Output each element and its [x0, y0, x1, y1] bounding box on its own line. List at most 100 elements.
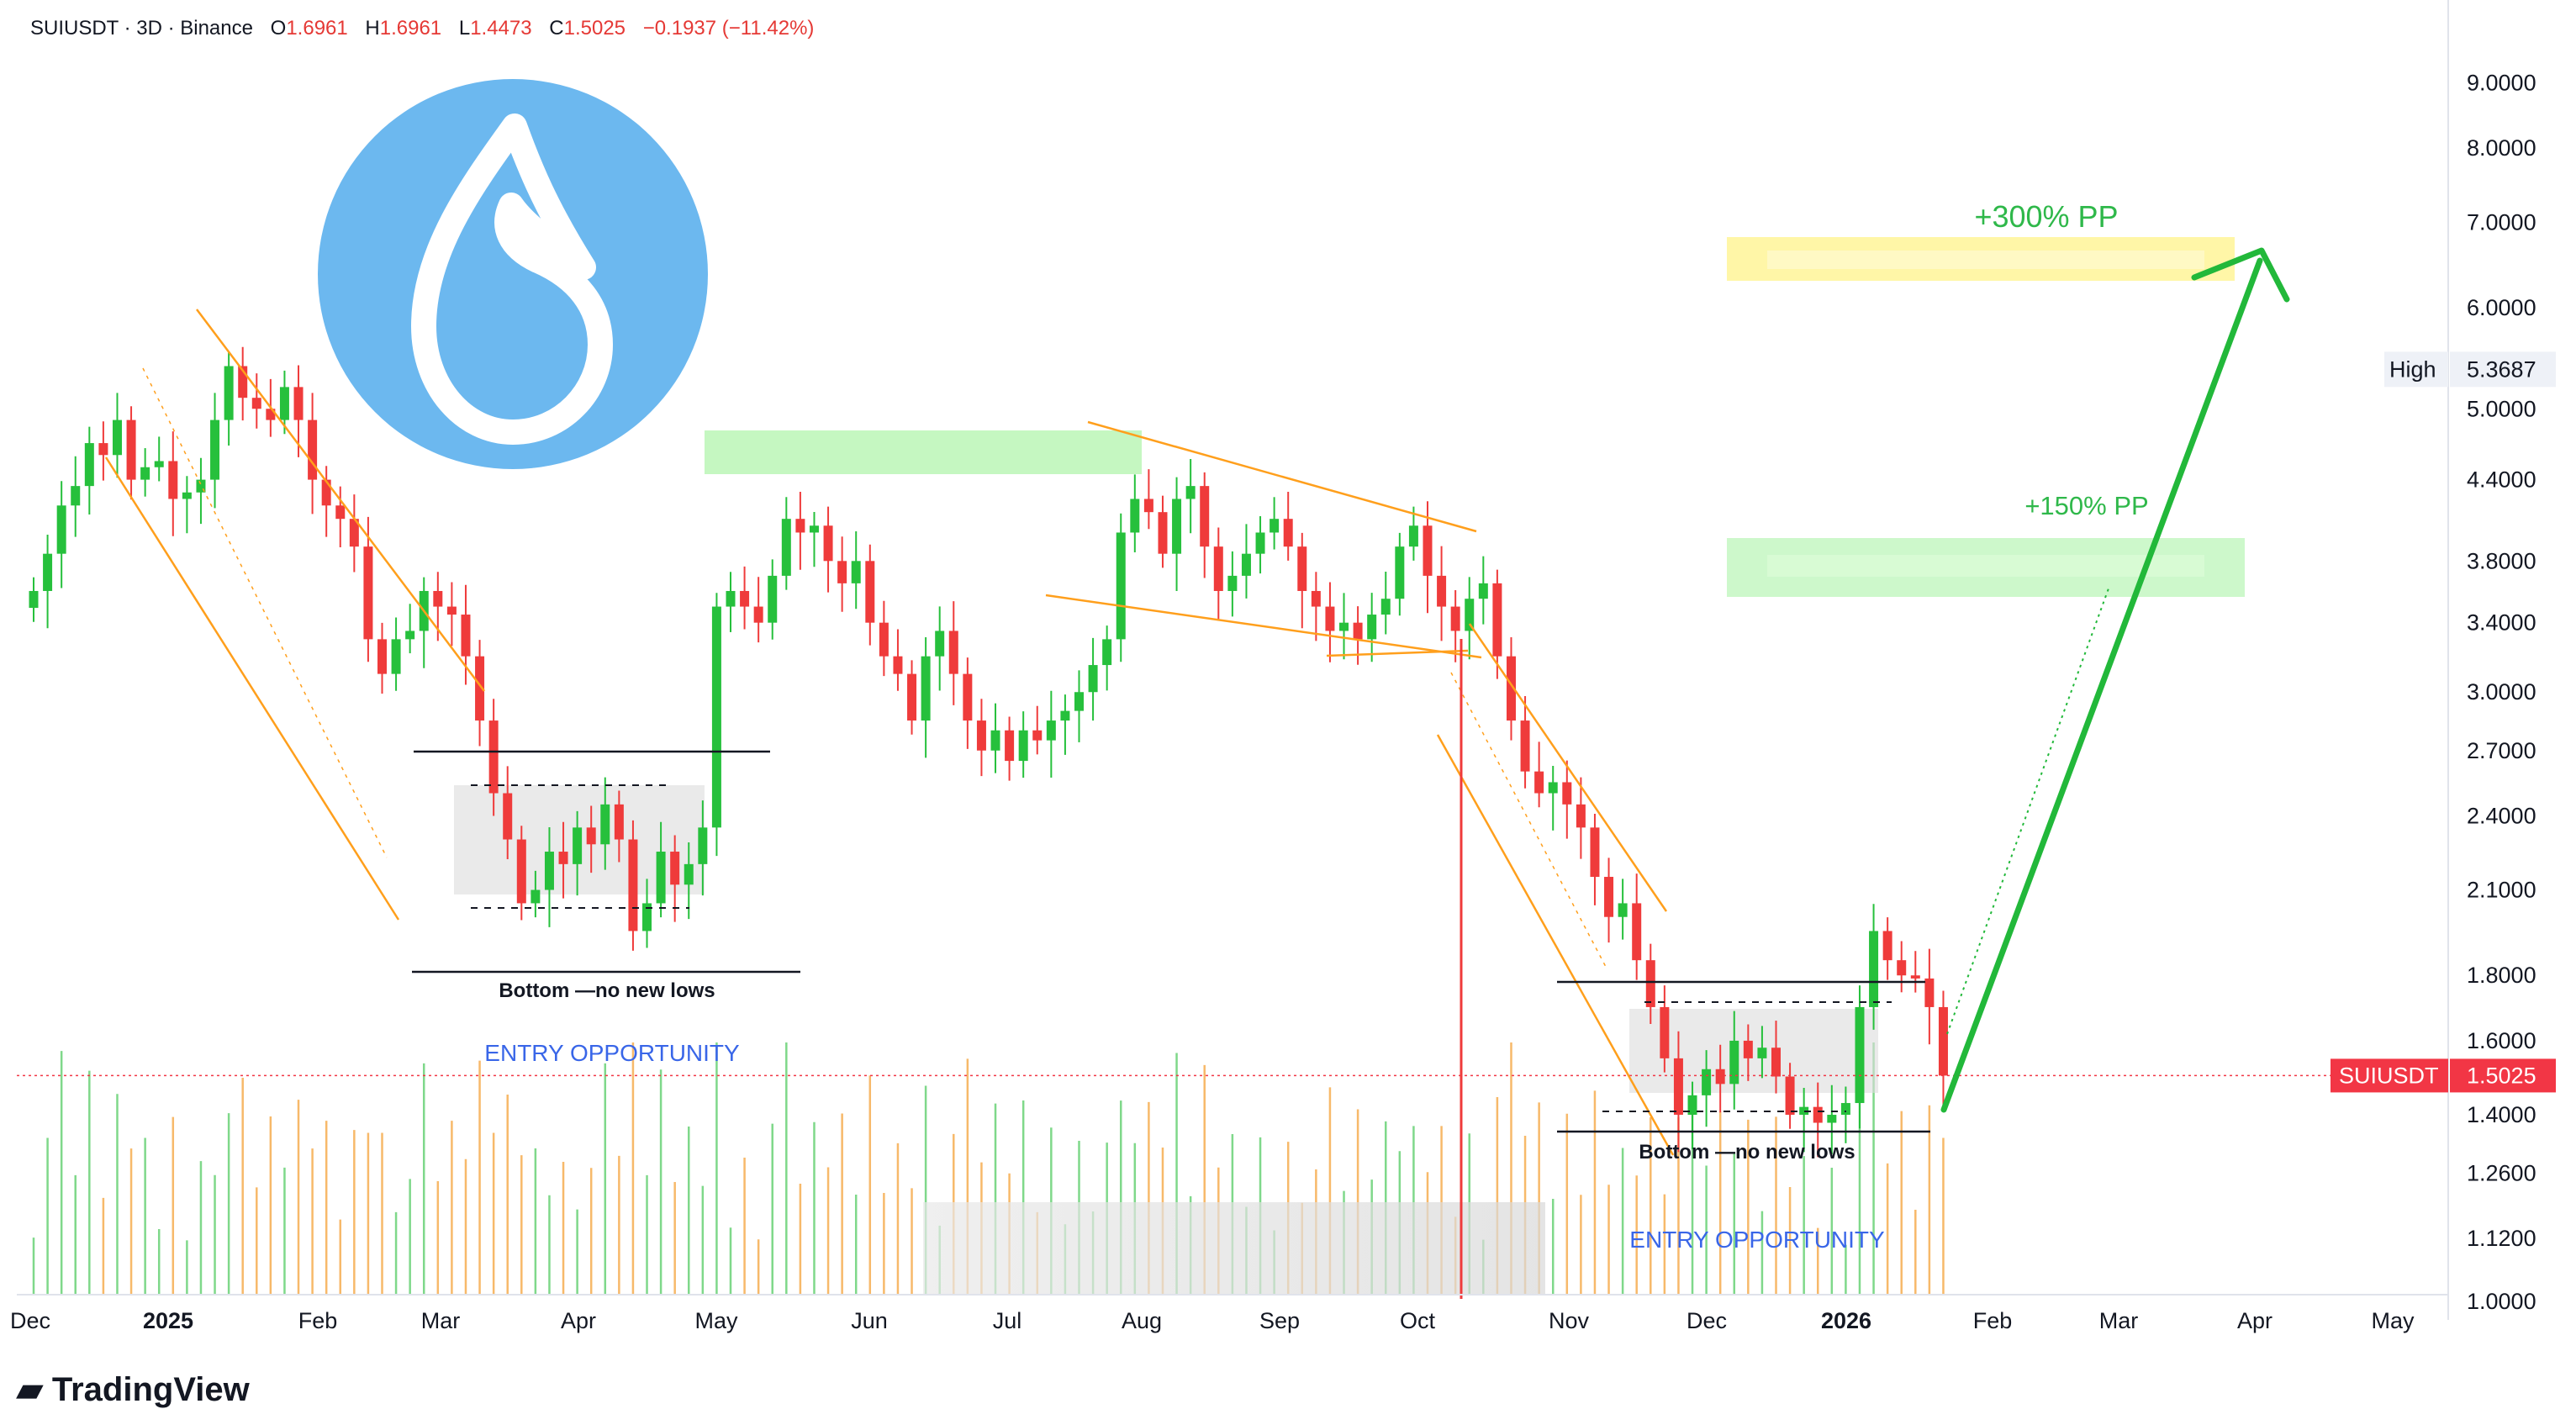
time-axis: Dec 2025 Feb Mar Apr May Jun Jul Aug Sep Oct Nov Dec… — [10, 1294, 2448, 1333]
candle-body — [1840, 1103, 1850, 1116]
candle-body — [1311, 590, 1321, 607]
candle-body — [781, 519, 791, 576]
candle-body — [837, 561, 847, 583]
sui-drop-icon — [411, 113, 613, 445]
candle-body — [1339, 622, 1349, 631]
open-value: 1.6961 — [286, 17, 348, 40]
time-tick-label: May — [2371, 1308, 2415, 1333]
time-tick-label: 2025 — [143, 1308, 193, 1333]
candle-body — [963, 673, 973, 721]
candle-body — [573, 827, 583, 864]
candle-body — [182, 492, 192, 499]
candle-body — [544, 852, 554, 890]
time-tick-label: Dec — [10, 1308, 50, 1333]
candle-body — [768, 575, 778, 623]
candle-body — [1882, 931, 1892, 961]
candle-body — [1283, 519, 1293, 547]
high-label-text: High — [2389, 356, 2436, 382]
last-price-tag — [2450, 1058, 2556, 1093]
range-box-2 — [1629, 1009, 1878, 1093]
candle-body — [642, 903, 652, 931]
candle-body — [1088, 665, 1098, 693]
price-tick-label: 3.8000 — [2467, 548, 2536, 573]
target-zone-300-core — [1767, 251, 2204, 269]
price-axis: 9.0000 8.0000 7.0000 6.0000 5.0000 4.4000 3.80… — [2331, 0, 2576, 1397]
candle-body — [140, 467, 150, 480]
candle-body — [1757, 1048, 1767, 1058]
sui-logo-circle — [318, 79, 708, 469]
candle-body — [71, 486, 81, 506]
target-zone-150-core — [1767, 555, 2204, 577]
high-label-tag — [2384, 351, 2448, 388]
candle-body — [1172, 499, 1182, 554]
candle-body — [1827, 1115, 1837, 1123]
price-tick-label: 1.6000 — [2467, 1028, 2536, 1053]
trend-line — [1326, 649, 1469, 657]
candle-body — [893, 656, 903, 674]
time-tick-label: Apr — [2237, 1308, 2272, 1333]
candle-body — [1645, 960, 1655, 1007]
time-tick-label: Feb — [1973, 1308, 2013, 1333]
candle-body — [1423, 525, 1433, 576]
time-tick-label: Dec — [1687, 1308, 1727, 1333]
candle-body — [1143, 499, 1153, 513]
annotation-bottom-1: Bottom —no new lows — [499, 979, 715, 1002]
candle-body — [1673, 1058, 1683, 1116]
candle-body — [321, 479, 331, 506]
candle-body — [377, 639, 387, 674]
candle-body — [1353, 622, 1363, 640]
candle-body — [1632, 903, 1642, 961]
price-axis-bg — [2448, 0, 2576, 1397]
candle-body — [809, 525, 819, 533]
candle-body — [1046, 720, 1056, 741]
candle-body — [1270, 519, 1280, 533]
candle-body — [795, 519, 805, 533]
time-tick-label: Aug — [1122, 1308, 1162, 1333]
candle-body — [126, 420, 136, 480]
trend-line — [1087, 420, 1477, 533]
candle-body — [976, 720, 986, 751]
price-tick-label: 2.7000 — [2467, 738, 2536, 763]
candle-body — [224, 366, 234, 420]
candle-body — [1032, 730, 1043, 741]
candle-body — [503, 793, 513, 840]
candle-body — [726, 590, 736, 607]
candle-body — [1729, 1040, 1739, 1084]
candle-body — [349, 519, 359, 547]
candle-body — [1408, 525, 1418, 547]
price-tick-label: 1.4000 — [2467, 1102, 2536, 1127]
symbol-header: SUIUSDT · 3D · Binance O1.6961 H1.6961 L… — [30, 17, 814, 40]
candle-body — [196, 479, 206, 493]
candle-body — [461, 615, 471, 657]
candle-body — [112, 420, 122, 456]
candle-body — [907, 673, 917, 721]
candle-body — [1158, 512, 1168, 554]
candlesticks — [29, 346, 1948, 1158]
candle-body — [43, 553, 53, 591]
candle-body — [600, 804, 610, 845]
symbol-price-tag — [2331, 1058, 2448, 1093]
candle-body — [628, 839, 638, 931]
candle-body — [586, 827, 596, 845]
candle-body — [1213, 546, 1223, 591]
target-arrow-head — [2191, 247, 2290, 303]
candle-body — [475, 656, 485, 721]
candle-body — [1715, 1069, 1725, 1084]
annotation-entry-2: ENTRY OPPORTUNITY — [1629, 1227, 1885, 1253]
candle-body — [1938, 1006, 1948, 1076]
candle-body — [1492, 583, 1502, 657]
candle-body — [1855, 1006, 1865, 1104]
annotation-entry-1: ENTRY OPPORTUNITY — [484, 1040, 740, 1066]
brand-name: TradingView — [51, 1371, 250, 1408]
price-tick-label: 2.4000 — [2467, 803, 2536, 828]
close-label: C — [549, 17, 564, 40]
candle-body — [531, 889, 541, 904]
annotation-bottom-2: Bottom —no new lows — [1639, 1141, 1855, 1164]
close-value: 1.5025 — [563, 17, 626, 40]
candle-body — [1548, 782, 1558, 794]
candle-body — [266, 409, 276, 420]
time-tick-label: Sep — [1259, 1308, 1300, 1333]
candle-body — [1506, 656, 1516, 721]
candle-body — [335, 505, 346, 520]
price-tick-label: 9.0000 — [2467, 70, 2536, 95]
